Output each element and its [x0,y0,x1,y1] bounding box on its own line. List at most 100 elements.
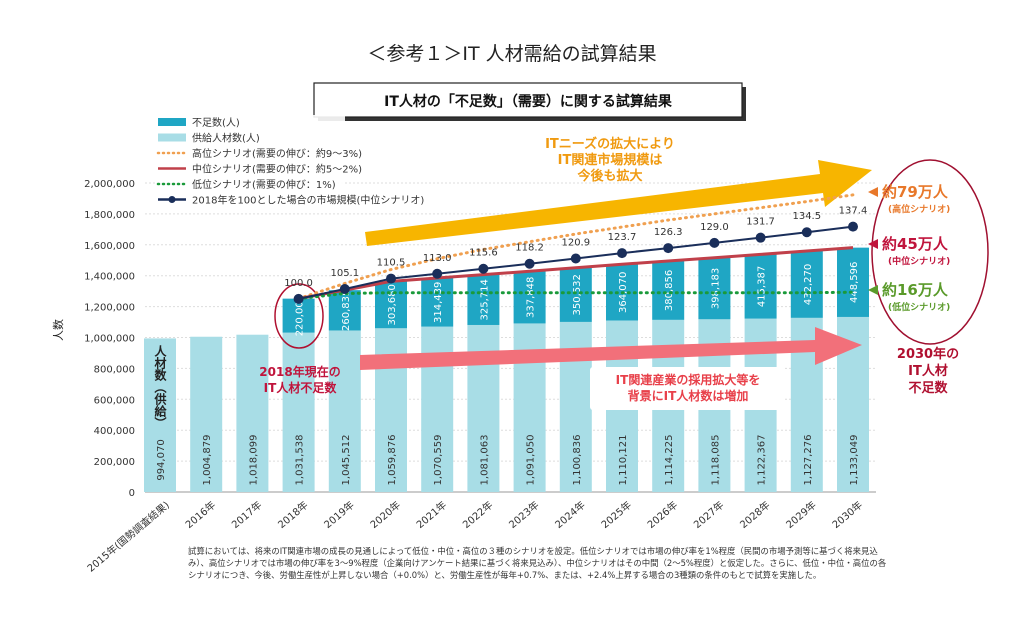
supply-bar-label: 1,127,276 [803,435,814,486]
supply-bar [282,332,315,492]
legend-label: 高位シナリオ(需要の伸び：約9～3%) [192,147,362,160]
shortage-bar [282,298,315,333]
y-tick-label: 1,400,000 [84,272,135,283]
shortage-bar [559,267,592,322]
market-growth-text: 今後も拡大 [576,168,642,184]
y-tick-label: 600,000 [94,395,135,406]
shortage-bar-label: 314,439 [433,282,444,323]
series-line-3 [297,290,855,301]
y-tick-label: 1,800,000 [84,210,135,221]
shortage-bar [328,290,361,331]
shortage-2030-text: IT人材 [908,363,948,379]
index-label: 100.0 [284,278,313,289]
shortage-bar-label: 448,596 [849,262,860,303]
supply-bar-label: 1,045,512 [341,435,352,486]
supply-bar-label: 1,100,836 [572,435,583,486]
shortage-2018-circle [274,283,324,349]
x-tick-label: 2016年 [183,498,219,531]
y-tick-label: 800,000 [94,364,135,375]
x-tick-label: 2028年 [737,498,773,531]
supply-bar [236,334,269,492]
shortage-bar [652,261,685,320]
shortage-bar-label: 350,532 [572,274,583,315]
legend-label: 不足数(人) [192,116,240,129]
index-marker [755,232,766,243]
supply-growth-arrow [360,327,862,370]
high-pointer-icon [868,187,878,197]
index-marker [339,284,350,295]
index-label: 131.7 [746,217,775,228]
legend-label: 供給人材数(人) [192,132,260,145]
low-pointer-icon [868,285,878,295]
index-marker [432,268,443,279]
x-tick-label: 2026年 [645,498,681,531]
shortage-bar [790,251,823,318]
shortage-bar-label: 398,183 [710,268,721,309]
title-box [313,82,743,118]
market-growth-text: IT関連市場規模は [558,152,663,168]
shortage-bar-label: 220,000 [295,295,306,336]
supply-bar-label: 1,133,049 [849,435,860,486]
supply-bar-label: 1,018,099 [248,435,259,486]
index-marker [386,273,396,284]
low-scenario-label: (低位シナリオ) [888,301,950,313]
shortage-bar [375,281,407,329]
shortage-bar [513,271,546,324]
shortage-bar-label: 337,848 [526,277,537,318]
shortage-2018-text: IT人材不足数 [264,380,338,395]
index-label: 129.0 [700,222,729,233]
x-tick-label: 2025年 [598,498,634,531]
shortage-2030-text: 不足数 [908,380,948,396]
legend-marker [168,196,176,203]
index-label: 120.9 [561,238,590,249]
legend-item: 不足数(人) [158,116,240,129]
legend-label: 低位シナリオ(需要の伸び：1%) [192,178,336,191]
index-label: 105.1 [330,268,359,279]
mid-pointer-icon [868,239,878,249]
shortage-2030-circle [871,159,989,345]
supply-growth-text: 背景にIT人材数は増加 [628,388,749,403]
x-tick-label: 2015年(国勢調査結果) [84,498,172,574]
index-marker [524,258,535,269]
x-tick-label: 2021年 [414,498,450,531]
legend-swatch [158,118,186,126]
y-tick-label: 2,000,000 [84,179,135,190]
legend-item: 中位シナリオ(需要の伸び：約5～2%) [158,163,362,176]
chart-title: IT人材の「不足数」（需要）に関する試算結果 [384,93,673,110]
market-growth-arrow [365,160,872,246]
index-label: 137.4 [839,206,868,217]
index-marker [848,221,858,232]
index-marker [617,248,627,259]
y-tick-label: 1,200,000 [84,303,135,314]
low-shortage-value: 約16万人 [882,281,949,299]
supply-bar [328,330,361,492]
market-growth-text: ITニーズの拡大により [545,136,675,152]
index-label: 126.3 [654,227,683,238]
supply-bar-label: 1,031,538 [295,435,306,486]
page-title: ＜参考１＞IT 人材需給の試算結果 [367,43,656,65]
x-tick-label: 2023年 [506,498,542,531]
x-tick-label: 2017年 [229,498,265,531]
shortage-bar-label: 303,680 [387,284,398,325]
shortage-bar-label: 415,387 [757,266,768,307]
index-label: 118.2 [515,243,544,254]
index-label: 123.7 [608,232,637,243]
shortage-bar [467,274,500,325]
index-marker [663,243,674,254]
high-scenario-label: (高位シナリオ) [888,203,950,215]
footnote: 試算においては、将来のIT関連市場の成長の見通しによって低位・中位・高位の３種の… [188,546,887,580]
shortage-bar-label: 380,856 [664,270,675,311]
shortage-bar [744,254,777,319]
supply-bar-label: 1,004,879 [202,435,213,486]
shortage-bar-label: 432,270 [803,264,814,305]
y-axis-label: 人数 [52,319,65,341]
shortage-bar-label: 325,714 [479,279,490,320]
index-label: 113.0 [423,253,452,264]
index-label: 115.6 [469,248,498,259]
index-marker [293,293,304,304]
supply-bar-label: 994,070 [156,439,167,480]
x-tick-label: 2020年 [367,498,403,531]
supply-bar-label: 1,059,876 [387,435,398,486]
